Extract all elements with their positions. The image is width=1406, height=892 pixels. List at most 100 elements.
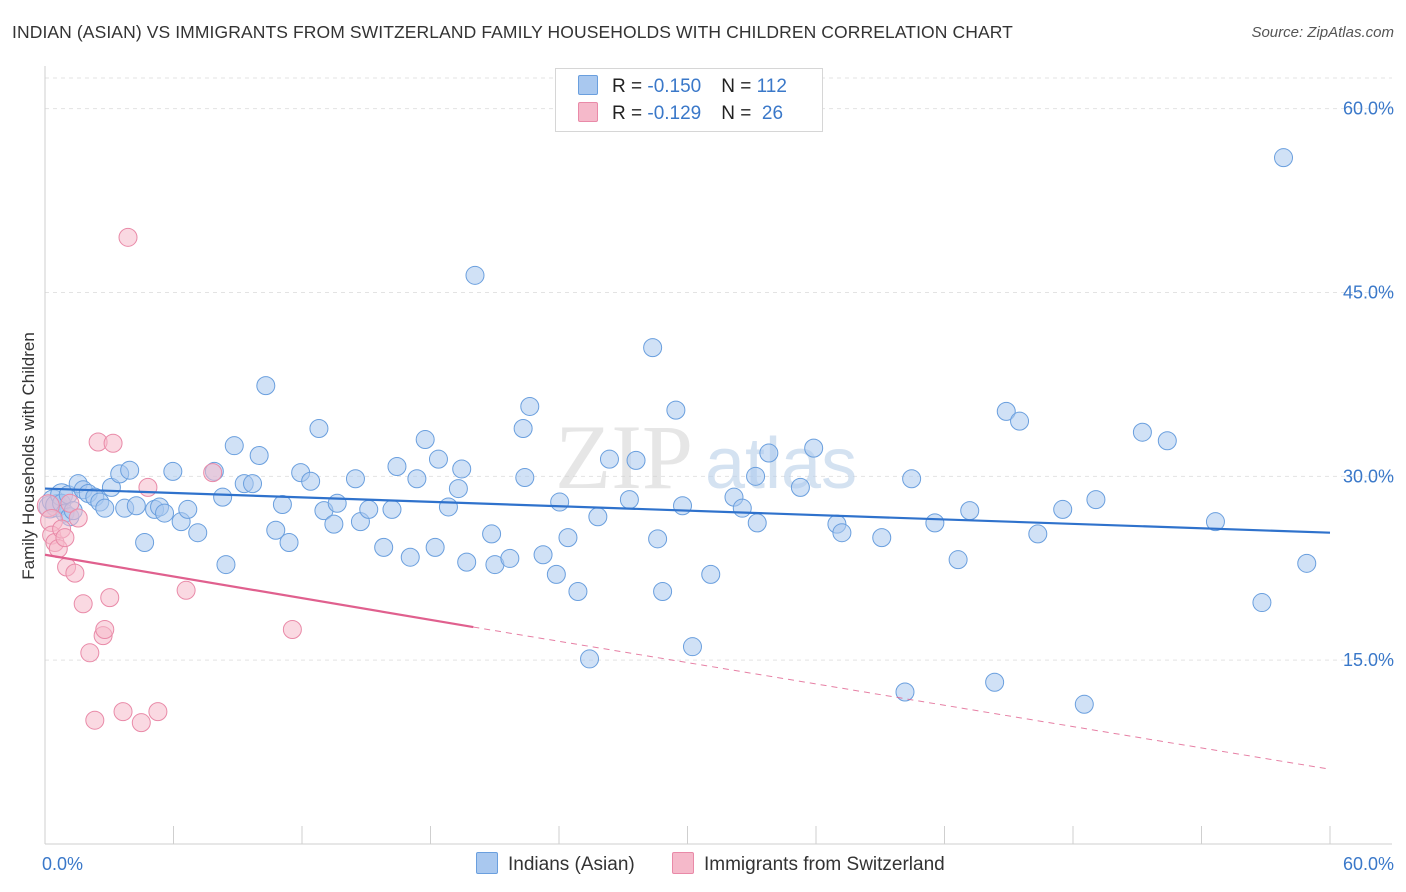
legend-item-indians: Indians (Asian) — [476, 852, 635, 876]
data-point-indians — [903, 470, 921, 488]
data-point-indians — [416, 431, 434, 449]
legend-n-value: 112 — [757, 76, 787, 97]
legend-item-label: Immigrants from Switzerland — [704, 854, 945, 875]
data-point-switzerland — [74, 595, 92, 613]
data-point-indians — [654, 583, 672, 601]
data-point-indians — [1054, 500, 1072, 518]
legend-r-label: R = — [612, 103, 647, 124]
data-point-indians — [733, 499, 751, 517]
data-point-indians — [649, 530, 667, 548]
legend-n-value: 26 — [757, 103, 783, 124]
data-point-indians — [453, 460, 471, 478]
y-tick-label: 30.0% — [1343, 466, 1394, 486]
data-point-indians — [250, 446, 268, 464]
data-point-indians — [873, 529, 891, 547]
data-point-indians — [760, 444, 778, 462]
data-point-switzerland — [101, 589, 119, 607]
data-point-switzerland — [81, 644, 99, 662]
data-point-indians — [280, 534, 298, 552]
data-point-switzerland — [56, 529, 74, 547]
legend-n-label: N = — [721, 103, 756, 124]
legend-r-label: R = — [612, 76, 647, 97]
data-point-indians — [674, 497, 692, 515]
data-point-indians — [1133, 423, 1151, 441]
data-point-indians — [127, 497, 145, 515]
trend-lines — [45, 489, 1330, 770]
data-point-indians — [620, 491, 638, 509]
data-point-indians — [747, 467, 765, 485]
legend-swatch-blue — [476, 852, 498, 874]
data-point-indians — [569, 583, 587, 601]
data-point-indians — [388, 458, 406, 476]
data-point-indians — [1011, 412, 1029, 430]
data-point-indians — [310, 420, 328, 438]
data-point-indians — [189, 524, 207, 542]
trend-line-switzerland-extension — [473, 627, 1330, 769]
data-point-indians — [683, 638, 701, 656]
data-point-indians — [383, 500, 401, 518]
data-point-indians — [961, 502, 979, 520]
data-point-indians — [896, 683, 914, 701]
data-point-indians — [501, 549, 519, 567]
data-point-indians — [429, 450, 447, 468]
data-point-switzerland — [204, 464, 222, 482]
legend-swatch-blue — [578, 75, 598, 95]
data-point-indians — [1158, 432, 1176, 450]
data-point-switzerland — [66, 564, 84, 582]
legend-swatch-pink — [578, 102, 598, 122]
series-legend: Indians (Asian) Immigrants from Switzerl… — [0, 852, 1406, 878]
data-point-indians — [136, 534, 154, 552]
data-point-indians — [791, 478, 809, 496]
legend-item-label: Indians (Asian) — [508, 854, 635, 875]
y-tick-label: 15.0% — [1343, 650, 1394, 670]
data-point-indians — [534, 546, 552, 564]
data-point-indians — [986, 673, 1004, 691]
data-point-indians — [748, 514, 766, 532]
data-point-indians — [346, 470, 364, 488]
data-point-indians — [1087, 491, 1105, 509]
data-point-indians — [273, 496, 291, 514]
data-point-indians — [257, 377, 275, 395]
data-point-indians — [121, 461, 139, 479]
data-point-indians — [375, 538, 393, 556]
data-point-indians — [589, 508, 607, 526]
data-point-switzerland — [132, 714, 150, 732]
data-point-indians — [483, 525, 501, 543]
data-point-indians — [439, 498, 457, 516]
data-point-indians — [1029, 525, 1047, 543]
data-point-indians — [96, 499, 114, 517]
data-point-indians — [328, 494, 346, 512]
data-point-indians — [164, 462, 182, 480]
data-point-indians — [302, 472, 320, 490]
data-point-switzerland — [119, 228, 137, 246]
data-point-indians — [1275, 149, 1293, 167]
y-tick-label: 60.0% — [1343, 99, 1394, 119]
data-point-switzerland — [177, 581, 195, 599]
data-point-indians — [667, 401, 685, 419]
legend-r-value: -0.129 — [647, 103, 701, 124]
data-point-indians — [449, 480, 467, 498]
data-point-switzerland — [96, 621, 114, 639]
data-point-switzerland — [149, 703, 167, 721]
data-point-indians — [1253, 594, 1271, 612]
scatter-chart: ZIP atlas 15.0%30.0%45.0%60.0%0.0% 60.0% … — [0, 0, 1406, 892]
data-point-indians — [179, 500, 197, 518]
data-point-indians — [547, 565, 565, 583]
data-point-indians — [514, 420, 532, 438]
legend-row-indians: R = -0.150 N = 112 — [578, 75, 787, 99]
data-point-indians — [702, 565, 720, 583]
data-point-indians — [325, 515, 343, 533]
data-point-indians — [466, 266, 484, 284]
data-point-indians — [600, 450, 618, 468]
data-point-switzerland — [86, 711, 104, 729]
correlation-legend: R = -0.150 N = 112 R = -0.129 N = 26 — [555, 68, 823, 132]
data-point-switzerland — [139, 478, 157, 496]
data-point-indians — [244, 475, 262, 493]
data-point-switzerland — [69, 509, 87, 527]
data-point-indians — [1075, 695, 1093, 713]
legend-row-switzerland: R = -0.129 N = 26 — [578, 102, 783, 126]
data-point-indians — [360, 500, 378, 518]
data-point-switzerland — [114, 703, 132, 721]
data-point-indians — [426, 538, 444, 556]
data-point-indians — [627, 451, 645, 469]
